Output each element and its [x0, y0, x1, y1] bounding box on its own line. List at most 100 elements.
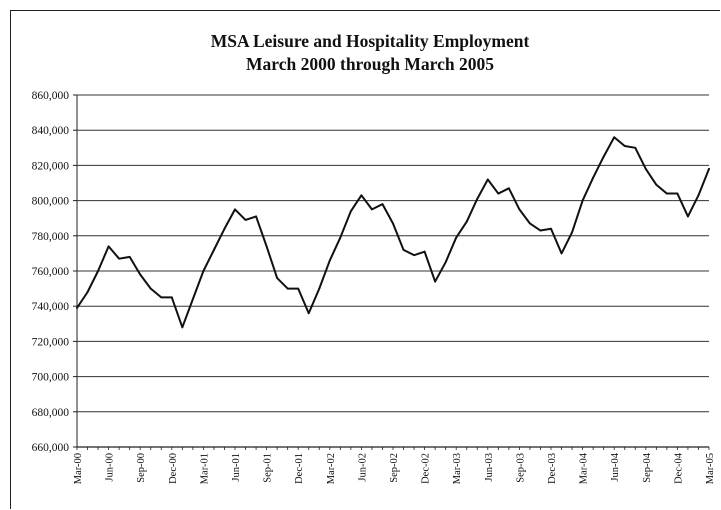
- data-point: [476, 197, 479, 200]
- x-tick-label: Mar-01: [199, 453, 210, 484]
- x-axis: [76, 95, 710, 450]
- data-point: [687, 215, 689, 218]
- data-point: [655, 183, 658, 186]
- data-point: [371, 208, 373, 211]
- data-point: [592, 176, 595, 179]
- data-point: [107, 245, 110, 248]
- data-point: [76, 307, 78, 309]
- data-point: [223, 227, 226, 230]
- data-point: [665, 192, 668, 195]
- data-point: [307, 312, 310, 315]
- x-tick-label: Dec-04: [673, 452, 684, 484]
- data-point: [202, 270, 205, 272]
- data-point: [486, 178, 489, 181]
- data-point: [529, 222, 531, 225]
- data-point: [128, 256, 131, 258]
- data-point: [149, 287, 152, 290]
- x-tick-label: Sep-03: [515, 453, 526, 483]
- x-tick-label: Dec-00: [168, 453, 179, 484]
- data-point: [297, 287, 300, 290]
- data-point: [139, 273, 142, 276]
- data-point: [560, 252, 563, 255]
- data-point: [191, 298, 194, 301]
- data-point: [676, 192, 679, 195]
- y-tick-label: 760,000: [32, 266, 70, 278]
- y-tick-label: 720,000: [32, 336, 70, 348]
- data-point: [602, 155, 605, 158]
- x-tick-label: Dec-01: [294, 453, 305, 484]
- data-point: [170, 296, 173, 299]
- y-tick-label: 740,000: [32, 301, 70, 313]
- chart-subtitle: March 2000 through March 2005: [246, 54, 494, 74]
- x-tick-label: Mar-04: [579, 452, 590, 484]
- data-point: [571, 231, 573, 234]
- y-tick-label: 700,000: [32, 372, 70, 384]
- x-tick-label: Sep-00: [136, 453, 147, 483]
- y-tick-label: 840,000: [32, 125, 70, 137]
- data-point: [581, 199, 584, 202]
- data-point: [118, 257, 121, 260]
- data-point: [286, 287, 289, 290]
- data-point: [413, 254, 415, 257]
- data-point: [708, 168, 710, 170]
- data-point: [497, 192, 500, 195]
- data-point: [160, 296, 163, 299]
- data-point: [392, 222, 394, 225]
- series-layer: [76, 136, 710, 329]
- x-tick-label: Jun-00: [105, 453, 116, 482]
- data-point: [318, 287, 321, 290]
- data-point: [213, 248, 215, 251]
- chart-frame: [10, 10, 720, 509]
- data-point: [455, 236, 458, 239]
- x-tick-label: Jun-04: [610, 452, 621, 481]
- x-axis-tick-labels: Mar-00 Jun-00 Sep-00 Dec-00 Mar-01 Jun-01 Sep-…: [73, 452, 716, 484]
- y-tick-label: 800,000: [32, 196, 70, 208]
- x-tick-label: Dec-02: [421, 453, 432, 484]
- chart-title: MSA Leisure and Hospitality Employment: [211, 31, 530, 51]
- data-point: [349, 210, 352, 213]
- data-point: [697, 194, 700, 197]
- x-tick-label: Jun-01: [231, 453, 242, 482]
- data-point: [381, 203, 384, 206]
- y-axis-tick-labels: 660,000 680,000 700,000 720,000 740,000 760,0…: [32, 90, 70, 454]
- data-point: [444, 261, 447, 264]
- x-tick-label: Dec-03: [547, 453, 558, 484]
- data-point: [539, 229, 542, 232]
- x-tick-label: Mar-00: [73, 453, 84, 484]
- data-point: [634, 146, 637, 149]
- data-point: [86, 291, 89, 294]
- data-point: [234, 208, 236, 211]
- data-point: [328, 259, 331, 262]
- x-tick-label: Sep-01: [263, 453, 274, 483]
- data-point: [276, 277, 279, 279]
- data-point: [181, 326, 184, 329]
- data-point: [255, 215, 257, 218]
- data-point: [518, 208, 521, 211]
- x-tick-label: Mar-05: [705, 453, 716, 484]
- data-point: [97, 270, 99, 272]
- y-tick-label: 860,000: [32, 90, 70, 102]
- data-point: [550, 227, 552, 230]
- x-tick-label: Jun-02: [357, 453, 368, 482]
- data-point: [465, 220, 468, 223]
- x-tick-label: Sep-02: [389, 453, 400, 483]
- x-tick-label: Mar-03: [452, 453, 463, 484]
- y-tick-label: 780,000: [32, 231, 70, 243]
- data-point: [507, 187, 510, 190]
- y-tick-label: 660,000: [32, 442, 70, 454]
- data-point: [244, 219, 247, 221]
- data-point: [360, 194, 363, 197]
- data-point: [423, 250, 426, 253]
- data-point: [613, 136, 616, 139]
- data-point: [644, 168, 647, 170]
- x-tick-label: Mar-02: [326, 453, 337, 484]
- data-point: [434, 280, 437, 283]
- x-tick-label: Sep-04: [642, 452, 653, 482]
- x-tick-label: Jun-03: [484, 453, 495, 482]
- y-tick-label: 680,000: [32, 407, 70, 419]
- data-point: [623, 145, 626, 147]
- y-tick-label: 820,000: [32, 160, 70, 172]
- data-point: [265, 245, 268, 248]
